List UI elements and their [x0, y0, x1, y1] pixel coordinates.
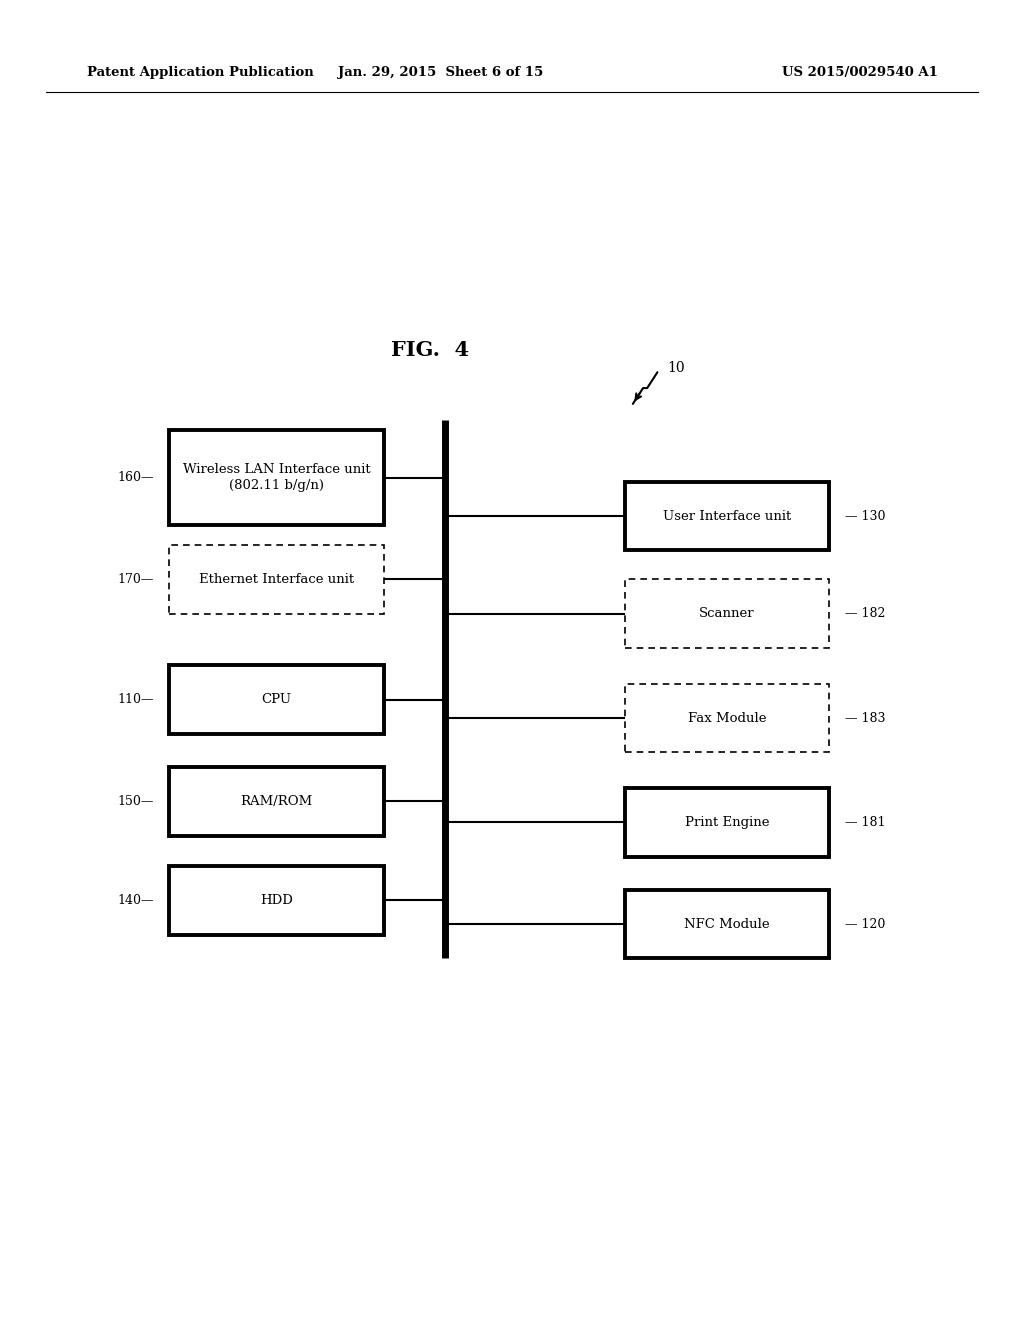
Bar [169, 665, 384, 734]
Text: — 182: — 182 [845, 607, 885, 620]
Text: CPU: CPU [261, 693, 292, 706]
Bar [169, 767, 384, 836]
Text: — 120: — 120 [845, 917, 885, 931]
Text: — 183: — 183 [845, 711, 886, 725]
Text: User Interface unit: User Interface unit [663, 510, 792, 523]
Bar [169, 430, 384, 525]
Text: 10: 10 [668, 360, 685, 375]
Text: 150—: 150— [117, 795, 154, 808]
Text: Patent Application Publication: Patent Application Publication [87, 66, 313, 79]
Text: US 2015/0029540 A1: US 2015/0029540 A1 [782, 66, 938, 79]
Text: — 181: — 181 [845, 816, 886, 829]
Bar [625, 482, 829, 550]
Text: 160—: 160— [117, 471, 154, 484]
Text: 110—: 110— [117, 693, 154, 706]
Text: Scanner: Scanner [699, 607, 755, 620]
Text: Jan. 29, 2015  Sheet 6 of 15: Jan. 29, 2015 Sheet 6 of 15 [338, 66, 543, 79]
Bar [625, 684, 829, 752]
Text: NFC Module: NFC Module [684, 917, 770, 931]
Text: Print Engine: Print Engine [685, 816, 769, 829]
Text: Wireless LAN Interface unit
(802.11 b/g/n): Wireless LAN Interface unit (802.11 b/g/… [182, 463, 371, 492]
Text: Ethernet Interface unit: Ethernet Interface unit [199, 573, 354, 586]
Bar [625, 579, 829, 648]
Text: HDD: HDD [260, 894, 293, 907]
Bar [169, 866, 384, 935]
Text: RAM/ROM: RAM/ROM [241, 795, 312, 808]
Text: — 130: — 130 [845, 510, 886, 523]
Text: Fax Module: Fax Module [688, 711, 766, 725]
Bar [169, 545, 384, 614]
Text: 140—: 140— [117, 894, 154, 907]
Bar [625, 788, 829, 857]
Text: 170—: 170— [117, 573, 154, 586]
Bar [625, 890, 829, 958]
Text: FIG.  4: FIG. 4 [391, 339, 469, 360]
